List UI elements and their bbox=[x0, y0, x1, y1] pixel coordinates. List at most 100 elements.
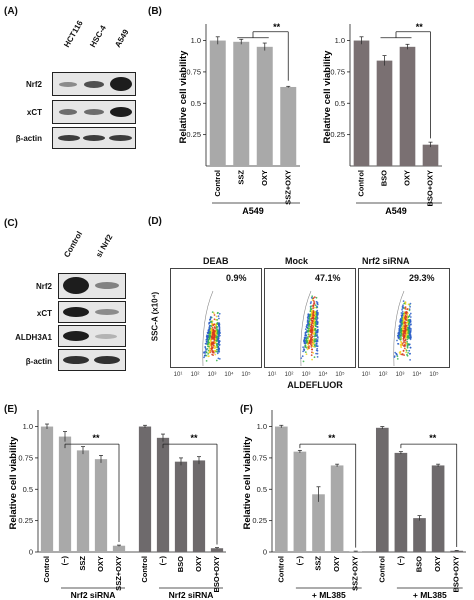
flow-event bbox=[205, 360, 208, 362]
flow-event bbox=[218, 343, 221, 346]
bar bbox=[399, 46, 416, 167]
bar bbox=[209, 40, 226, 166]
category-label: Control bbox=[42, 556, 51, 583]
flow-event bbox=[404, 321, 407, 324]
flow-event bbox=[402, 326, 405, 329]
flow-event bbox=[307, 320, 309, 322]
y-tick-label: 0.5 bbox=[191, 99, 201, 108]
flow-event bbox=[400, 343, 403, 346]
flow-event bbox=[208, 325, 211, 327]
flow-event bbox=[306, 330, 309, 332]
flow-event bbox=[405, 349, 408, 352]
flow-event bbox=[209, 317, 212, 320]
flow-event bbox=[215, 333, 217, 336]
flow-event bbox=[406, 326, 409, 329]
flow-event bbox=[307, 339, 310, 342]
flow-event bbox=[406, 338, 409, 341]
flow-event bbox=[401, 342, 404, 345]
flow-event bbox=[212, 328, 215, 331]
flow-event bbox=[307, 315, 310, 317]
flow-event bbox=[406, 314, 409, 317]
flow-event bbox=[315, 334, 318, 336]
y-tick-label: 0.5 bbox=[23, 485, 33, 494]
flow-event bbox=[218, 323, 221, 326]
y-tick-label: 0.25 bbox=[186, 130, 201, 139]
flow-event bbox=[313, 296, 316, 298]
flow-event bbox=[311, 348, 313, 351]
flow-event bbox=[211, 333, 214, 336]
flow-event bbox=[396, 358, 399, 360]
flow-event bbox=[311, 336, 313, 339]
chart-e: 0 0.25 0.5 0.75 1.0 Relative cell viability Co… bbox=[8, 410, 226, 600]
flow-event bbox=[312, 340, 314, 342]
flow-event bbox=[312, 342, 314, 344]
flow-xtick-label: 10³ bbox=[396, 372, 405, 378]
blot-a-row-nrf2: Nrf2 bbox=[25, 80, 42, 89]
flow-event bbox=[312, 307, 314, 310]
category-label: SSZ+OXY bbox=[283, 170, 292, 205]
flow-event bbox=[403, 347, 406, 350]
bar bbox=[431, 465, 445, 552]
flow-event bbox=[313, 316, 316, 318]
flow-event bbox=[403, 354, 405, 356]
flow-event bbox=[311, 299, 314, 301]
flow-event bbox=[405, 329, 408, 331]
flow-event bbox=[204, 346, 207, 348]
blot-c-row-xct: xCT bbox=[36, 309, 52, 318]
flow-title-nrf2sirna: Nrf2 siRNA bbox=[362, 256, 410, 266]
category-label: BSO+OXY bbox=[212, 556, 221, 592]
flow-xtick-label: 10⁵ bbox=[429, 371, 439, 378]
flow-event bbox=[210, 325, 213, 327]
flow-event bbox=[402, 318, 405, 321]
flow-event bbox=[208, 350, 211, 353]
flow-event bbox=[309, 313, 312, 316]
blot-c-actin-image bbox=[58, 349, 126, 371]
flow-event bbox=[405, 342, 408, 345]
flow-event bbox=[409, 318, 412, 321]
flow-event bbox=[214, 342, 217, 344]
flow-event bbox=[211, 336, 213, 339]
group-label: A549 bbox=[385, 206, 407, 216]
flow-event bbox=[400, 319, 402, 322]
bar bbox=[280, 86, 297, 166]
blot-c-column-control: Control bbox=[62, 229, 85, 259]
flow-event bbox=[211, 341, 213, 343]
flow-plot-mock: 47.1% bbox=[264, 268, 356, 368]
flow-event bbox=[313, 324, 315, 327]
bar bbox=[76, 450, 90, 552]
sig-marker: ** bbox=[190, 433, 198, 443]
flow-xlabel: ALDEFLUOR bbox=[287, 380, 343, 390]
flow-event bbox=[310, 315, 313, 318]
flow-event bbox=[212, 330, 215, 333]
bar bbox=[112, 545, 126, 552]
flow-event bbox=[310, 344, 313, 346]
flow-event bbox=[397, 332, 400, 335]
flow-event bbox=[312, 304, 315, 306]
flow-event bbox=[301, 355, 304, 358]
flow-event bbox=[409, 305, 411, 308]
flow-event bbox=[315, 331, 317, 334]
flow-event bbox=[306, 341, 309, 344]
flow-event bbox=[208, 328, 211, 330]
group-label: + ML385 bbox=[413, 590, 447, 600]
flow-event bbox=[214, 353, 217, 356]
flow-event bbox=[205, 340, 208, 343]
blot-c-row-aldh3a1: ALDH3A1 bbox=[15, 333, 52, 342]
blot-a-nrf2-image bbox=[52, 72, 136, 96]
flow-event bbox=[409, 359, 411, 361]
flow-event bbox=[305, 353, 308, 356]
flow-event bbox=[406, 346, 409, 349]
flow-event bbox=[400, 322, 403, 325]
flow-event bbox=[310, 346, 313, 348]
flow-event bbox=[409, 333, 412, 336]
flow-event bbox=[302, 346, 304, 349]
flow-event bbox=[217, 357, 220, 360]
flow-event bbox=[309, 330, 312, 332]
panel-label-c: (C) bbox=[4, 218, 18, 229]
bar bbox=[413, 518, 426, 552]
group-label: A549 bbox=[242, 206, 264, 216]
flow-event bbox=[402, 300, 405, 302]
category-label: OXY bbox=[194, 556, 203, 572]
flow-event bbox=[218, 331, 220, 333]
